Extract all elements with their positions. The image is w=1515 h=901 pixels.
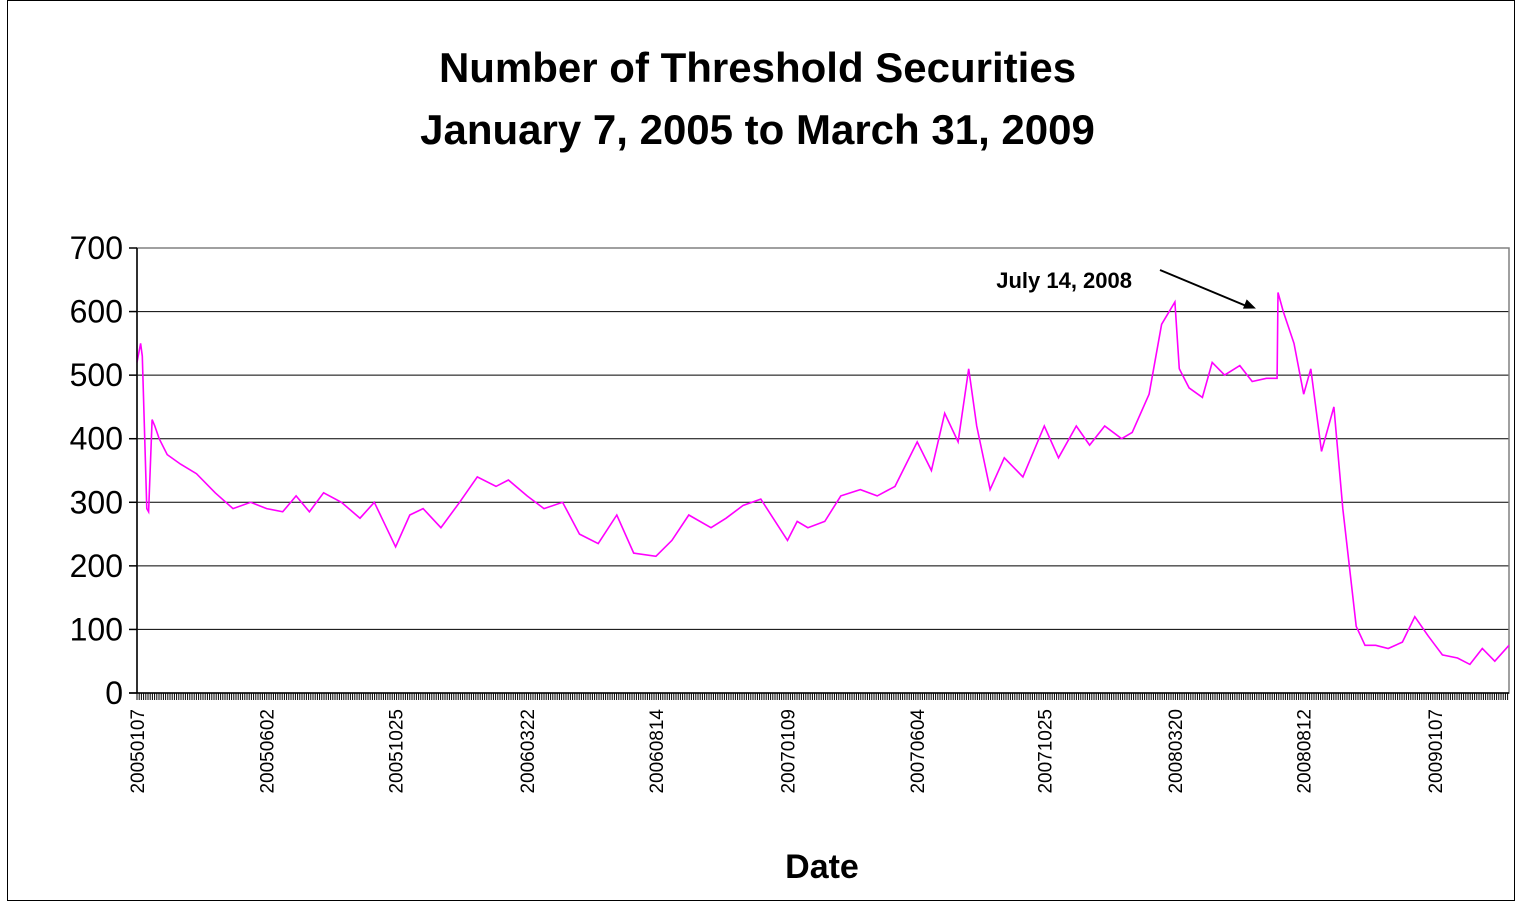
chart-frame — [7, 0, 1515, 901]
plot-area — [136, 247, 1510, 694]
y-axis-ticks: 0 100 200 300 400 500 600 700 — [70, 230, 137, 711]
x-axis-minor-ticks — [136, 693, 1509, 700]
gridlines — [137, 311, 1509, 630]
x-tick-label: 20051025 — [387, 709, 408, 794]
annotation-arrowhead — [1242, 299, 1256, 309]
x-tick-label: 20080320 — [1166, 709, 1187, 794]
x-tick-label: 20071025 — [1035, 709, 1056, 794]
chart-title: Number of Threshold Securities — [438, 44, 1077, 91]
chart-subtitle: January 7, 2005 to March 31, 2009 — [420, 106, 1095, 153]
series-line-threshold-securities — [136, 292, 1510, 666]
y-tick-label: 300 — [70, 484, 123, 520]
x-axis-title: Date — [785, 848, 859, 886]
x-tick-label: 20070109 — [778, 709, 799, 794]
x-tick-label: 20060322 — [518, 709, 539, 794]
y-tick-label: 200 — [70, 548, 123, 584]
y-tick-label: 700 — [70, 230, 123, 266]
x-tick-label: 20060814 — [647, 709, 668, 794]
x-tick-label: 20070604 — [908, 709, 929, 794]
y-tick-label: 100 — [70, 611, 123, 647]
y-tick-label: 400 — [70, 421, 123, 457]
x-tick-label: 20080812 — [1295, 709, 1316, 794]
x-axis-ticks: 20050107 20050602 20051025 20060322 20060814… — [128, 709, 1447, 794]
x-tick-label: 20050602 — [258, 709, 279, 794]
x-tick-label: 20050107 — [128, 709, 149, 794]
annotation-arrow — [1159, 269, 1251, 309]
x-tick-label: 20090107 — [1426, 709, 1447, 794]
y-tick-label: 0 — [105, 675, 123, 711]
y-tick-label: 500 — [70, 357, 123, 393]
y-tick-label: 600 — [70, 294, 123, 330]
annotation-label: July 14, 2008 — [996, 268, 1132, 293]
